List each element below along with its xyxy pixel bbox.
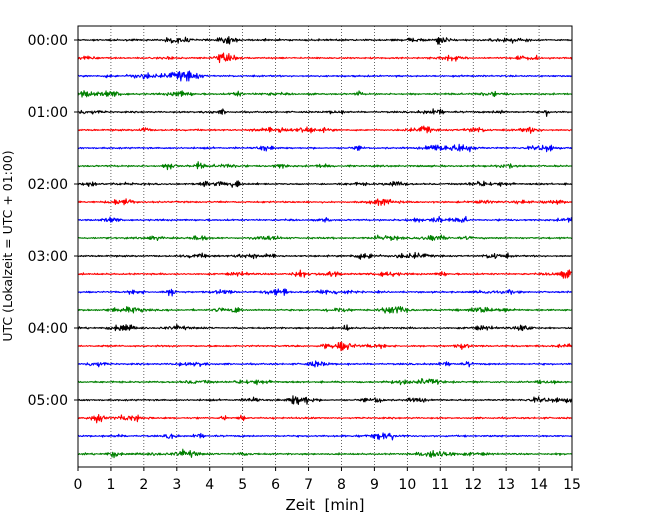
trace-0015 [77,52,573,64]
trace-0000 [77,36,573,45]
trace-0230 [77,215,573,224]
x-tick-label: 15 [563,477,581,493]
seismic-traces [77,36,573,459]
x-tick-label: 4 [205,477,214,493]
trace-0045 [77,90,573,98]
trace-0400 [77,323,573,332]
trace-0145 [77,161,573,171]
y-tick-label: 05:00 [28,393,68,409]
x-tick-label: 9 [370,477,379,493]
x-tick-label: 5 [238,477,247,493]
x-axis-label: Zeit [min] [285,496,364,514]
trace-0100 [77,108,573,117]
trace-0430 [77,360,573,368]
x-tick-label: 14 [530,477,548,493]
x-tick-label: 6 [271,477,280,493]
x-tick-label: 8 [337,477,346,493]
y-tick-label: 02:00 [28,177,68,193]
y-tick-label: 00:00 [28,33,68,49]
trace-0030 [77,70,572,82]
trace-0515 [77,413,573,424]
trace-0245 [77,234,573,242]
y-tick-label: 04:00 [28,321,68,337]
y-axis-label: UTC (Lokalzeit = UTC + 01:00) [0,150,15,341]
trace-0500 [77,395,573,406]
x-axis-ticks: 0 1 2 3 4 5 6 7 8 9 10 11 12 13 14 15 [74,467,581,493]
trace-0215 [77,198,573,206]
trace-0200 [77,180,573,188]
y-axis-ticks: 00:00 01:00 02:00 03:00 04:00 05:00 [28,33,78,409]
x-tick-label: 10 [398,477,416,493]
plot-frame [77,25,573,468]
x-tick-label: 1 [106,477,115,493]
x-tick-label: 0 [74,477,83,493]
x-tick-label: 12 [464,477,482,493]
y-tick-label: 01:00 [28,105,68,121]
trace-0300 [77,251,573,260]
x-tick-label: 3 [172,477,181,493]
trace-0330 [77,288,573,297]
trace-0115 [77,125,573,134]
trace-0545 [77,448,573,459]
trace-0530 [77,432,573,441]
trace-0315 [77,269,573,279]
trace-0415 [77,341,573,352]
x-tick-label: 2 [139,477,148,493]
trace-0130 [77,143,573,153]
x-tick-label: 7 [304,477,313,493]
y-tick-label: 03:00 [28,249,68,265]
x-tick-label: 11 [431,477,449,493]
trace-0445 [77,378,573,386]
x-tick-label: 13 [497,477,515,493]
trace-0345 [77,305,573,314]
